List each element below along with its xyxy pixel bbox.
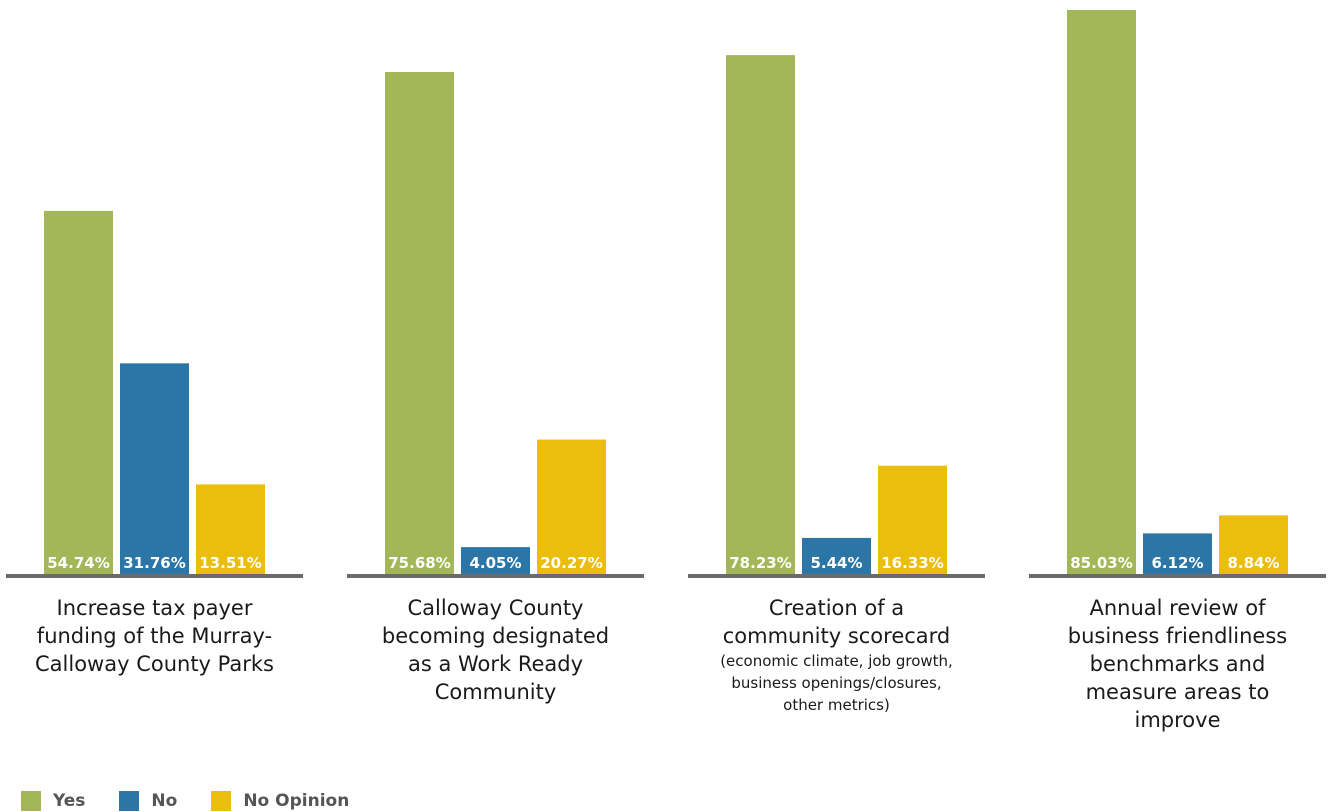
legend-item-no-opinion: No Opinion (211, 790, 350, 811)
baseline-4 (1029, 574, 1326, 578)
data-label-no-opinion-2: 20.27% (540, 554, 602, 572)
bar-no-opinion-4 (1219, 515, 1288, 574)
category-label-text-4: Annual review of business friendliness b… (1067, 596, 1288, 732)
data-label-yes-1: 54.74% (47, 554, 109, 572)
legend-label-yes: Yes (53, 790, 86, 811)
bar-no-1 (120, 363, 189, 574)
data-label-yes-3: 78.23% (729, 554, 791, 572)
data-label-no-opinion-3: 16.33% (881, 554, 943, 572)
bar-yes-2 (385, 72, 454, 574)
data-label-no-3: 5.44% (810, 554, 862, 572)
category-label-text-2: Calloway County becoming designated as a… (381, 596, 610, 704)
category-label-1: Increase tax payer funding of the Murray… (35, 594, 275, 678)
data-label-no-1: 31.76% (123, 554, 185, 572)
baseline-3 (688, 574, 985, 578)
bar-yes-1 (44, 210, 113, 574)
data-label-no-opinion-1: 13.51% (199, 554, 261, 572)
category-label-2: Calloway County becoming designated as a… (376, 594, 616, 706)
data-label-no-4: 6.12% (1151, 554, 1203, 572)
bar-yes-4 (1067, 10, 1136, 574)
bar-no-opinion-2 (537, 439, 606, 574)
category-sublabel-3: (economic climate, job growth, business … (720, 652, 953, 714)
data-label-yes-2: 75.68% (388, 554, 450, 572)
baseline-2 (347, 574, 644, 578)
bar-no-3 (802, 537, 871, 574)
data-label-no-2: 4.05% (469, 554, 521, 572)
legend-swatch-no-opinion (211, 790, 232, 811)
legend: Yes No No Opinion (21, 789, 383, 812)
legend-item-yes: Yes (21, 790, 86, 811)
baseline-1 (6, 574, 303, 578)
bar-no-opinion-3 (878, 465, 947, 574)
data-label-yes-4: 85.03% (1070, 554, 1132, 572)
bar-no-4 (1143, 533, 1212, 574)
legend-item-no: No (119, 790, 178, 811)
data-label-no-opinion-4: 8.84% (1227, 554, 1279, 572)
legend-label-no: No (151, 790, 178, 811)
legend-swatch-no (119, 790, 140, 811)
legend-swatch-yes (21, 790, 41, 811)
category-label-text-3: Creation of a community scorecard (722, 596, 951, 648)
bar-yes-3 (726, 55, 795, 575)
category-label-4: Annual review of business friendliness b… (1058, 594, 1298, 734)
category-label-3: Creation of a community scorecard (econom… (717, 594, 957, 716)
bar-no-opinion-1 (196, 484, 265, 574)
category-label-text-1: Increase tax payer funding of the Murray… (35, 596, 274, 676)
legend-label-no-opinion: No Opinion (243, 790, 350, 811)
bar-no-2 (461, 547, 530, 574)
